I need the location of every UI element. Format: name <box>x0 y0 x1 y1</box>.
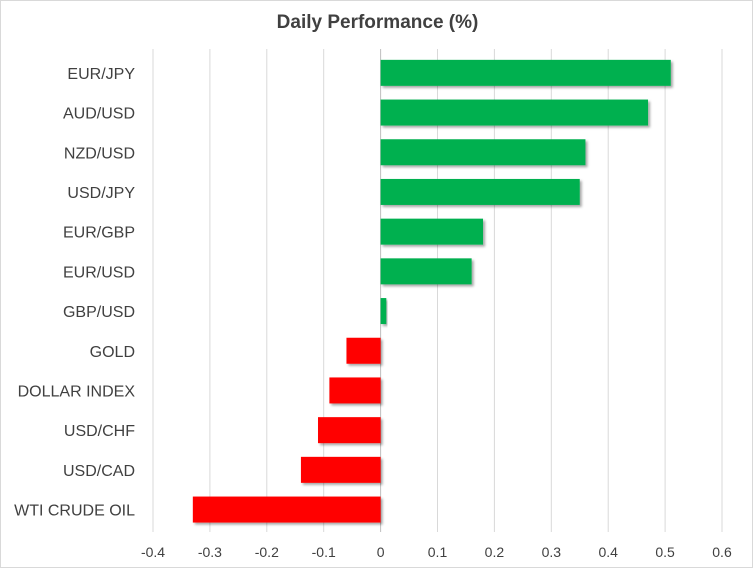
x-tick-label: 0.4 <box>598 544 618 560</box>
category-label: EUR/USD <box>63 264 135 281</box>
x-tick-labels: -0.4 -0.3 -0.2 -0.1 0 0.1 0.2 0.3 0.4 0.5 0.6 <box>141 544 732 560</box>
bar <box>346 337 381 364</box>
bar <box>300 456 381 483</box>
x-tick-label: 0.6 <box>712 544 732 560</box>
x-tick-label: 0.5 <box>655 544 675 560</box>
bar <box>380 178 580 205</box>
category-labels: EUR/JPY AUD/USD NZD/USD USD/JPY EUR/GBP EUR/U… <box>14 66 135 520</box>
category-label: USD/CHF <box>64 423 135 440</box>
bar <box>192 496 381 523</box>
category-label: AUD/USD <box>63 106 135 123</box>
category-label: EUR/JPY <box>67 66 135 83</box>
x-tick-label: -0.1 <box>312 544 336 560</box>
bar <box>380 298 387 325</box>
category-label: GOLD <box>90 344 135 361</box>
bar <box>380 59 671 86</box>
category-label: DOLLAR INDEX <box>18 383 136 400</box>
x-tick-label: -0.3 <box>198 544 222 560</box>
bar <box>318 417 381 444</box>
x-tick-label: -0.2 <box>255 544 279 560</box>
x-tick-label: 0.1 <box>428 544 448 560</box>
category-label: USD/CAD <box>63 463 135 480</box>
bar <box>380 99 649 126</box>
x-tick-label: -0.4 <box>141 544 165 560</box>
bar <box>329 377 381 404</box>
bar <box>380 139 586 166</box>
category-label: WTI CRUDE OIL <box>14 503 135 520</box>
category-label: USD/JPY <box>67 185 135 202</box>
bar <box>380 218 484 245</box>
bars <box>192 59 671 523</box>
category-label: GBP/USD <box>63 304 135 321</box>
chart-title: Daily Performance (%) <box>276 12 479 33</box>
x-tick-label: 0.2 <box>485 544 505 560</box>
x-tick-label: 0 <box>377 544 385 560</box>
x-tick-label: 0.3 <box>542 544 562 560</box>
bar <box>380 258 472 285</box>
category-label: EUR/GBP <box>63 225 135 242</box>
gridlines <box>152 49 723 532</box>
category-label: NZD/USD <box>64 145 135 162</box>
